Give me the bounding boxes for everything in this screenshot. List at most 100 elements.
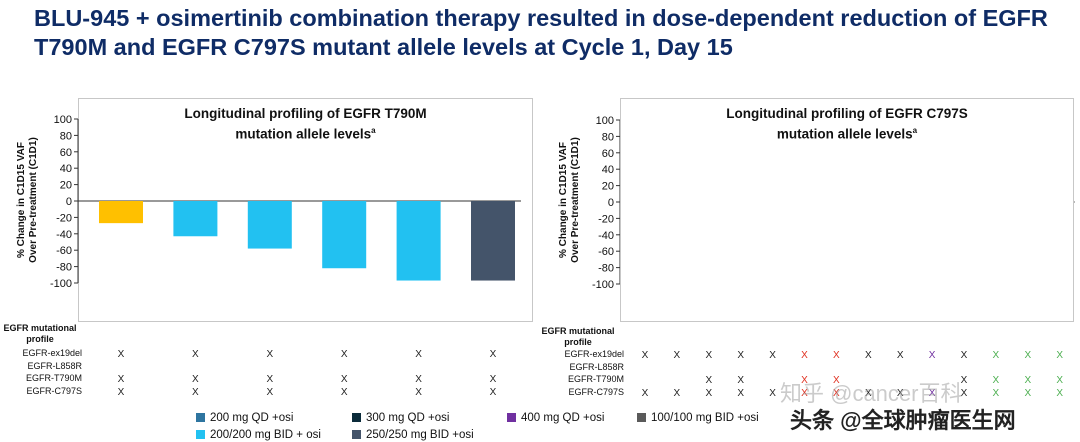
t790m-bar [471,201,515,281]
watermark-toutiao: 头条 @全球肿瘤医生网 [790,408,1016,433]
legend-label: 200/200 mg BID + osi [210,429,321,441]
c797s-y-tick-label: -40 [598,230,614,242]
t790m-profile-row-label: EGFR-ex19del [22,348,82,358]
c797s-profile-mark: X [705,375,713,386]
legend-label: 400 mg QD +osi [521,412,605,424]
t790m-chart-title-sup: a [371,126,376,135]
c797s-profile-mark: X [928,387,936,399]
t790m-bar [99,201,143,224]
legend-swatch [637,413,646,422]
c797s-profile-mark: X [1024,387,1032,399]
c797s-profile-mark: X [705,387,713,399]
t790m-profile-mark: X [192,349,199,360]
legend-item-400-qd: 400 mg QD +osi [507,411,604,425]
t790m-profile-mark: X [266,349,274,360]
t790m-bar [396,201,441,281]
c797s-chart-title: Longitudinal profiling of EGFR C797S mut… [621,105,1073,143]
legend-item-300-qd: 300 mg QD +osi [352,411,449,425]
c797s-profile-mark: X [992,375,1000,386]
legend-item-100-bid: 100/100 mg BID +osi [637,411,759,425]
t790m-profile-row-label: EGFR-T790M [25,373,82,383]
t790m-y-tick-label: -60 [56,245,72,257]
c797s-profile-title-line1: EGFR mutational [541,326,615,336]
c797s-y-tick-label: -60 [598,246,614,258]
c797s-profile-row-label: EGFR-C797S [568,386,624,397]
c797s-y-tick-label: -20 [598,213,614,225]
c797s-profile-mark: X [1056,375,1064,386]
c797s-profile-mark: X [833,387,840,399]
slide-title: BLU-945 + osimertinib combination therap… [34,5,1048,60]
c797s-profile-mark: X [992,387,1000,399]
t790m-y-tick-label: 100 [54,114,72,126]
t790m-y-tick-label: 0 [66,196,72,208]
t790m-profile-mark: X [415,374,422,385]
c797s-profile-mark: X [1056,350,1064,361]
c797s-profile-row-label: EGFR-L858R [569,361,624,372]
t790m-profile-mark: X [117,374,125,385]
c797s-chart-title-line2: mutation allele levels [776,126,913,142]
c797s-y-tick-label: 60 [602,148,614,160]
t790m-profile-mark: X [489,386,497,398]
t790m-profile-mark: X [415,349,422,360]
legend-swatch [196,430,205,439]
c797s-y-tick-label: 40 [602,164,614,176]
c797s-profile-mark: X [737,350,745,361]
c797s-chart-title-line1: Longitudinal profiling of EGFR C797S [726,106,968,121]
c797s-profile-mark: X [737,387,745,399]
c797s-profile-mark: X [1056,387,1064,399]
legend-item-200-bid: 200/200 mg BID + osi [196,428,321,442]
c797s-y-tick-label: 100 [596,115,614,127]
c797s-profile-mark: X [641,387,649,399]
t790m-profile-title-line2: profile [26,334,54,344]
c797s-y-tick-label: 20 [602,181,614,193]
t790m-profile-mark: X [266,374,274,385]
t790m-profile-row-label: EGFR-L858R [27,360,82,371]
legend-label: 250/250 mg BID +osi [366,429,474,441]
t790m-profile-mark: X [489,374,497,385]
t790m-bar [322,201,367,269]
c797s-profile-mark: X [801,375,808,386]
t790m-chart-title-line1: Longitudinal profiling of EGFR T790M [184,106,427,121]
t790m-chart-title: Longitudinal profiling of EGFR T790M mut… [79,105,532,143]
c797s-profile-mark: X [737,375,745,386]
c797s-mutational-profile-title: EGFR mutational profile [532,326,624,348]
legend-item-200-qd: 200 mg QD +osi [196,411,293,425]
legend-item-250-bid: 250/250 mg BID +osi [352,428,474,442]
c797s-profile-mark: X [1024,350,1032,361]
c797s-profile-mark: X [769,387,776,399]
t790m-profile-mark: X [489,349,497,360]
c797s-profile-mark: X [801,387,808,399]
legend-swatch [507,413,516,422]
c797s-profile-mark: X [801,350,808,361]
t790m-y-tick-label: 40 [60,163,72,175]
t790m-profile-mark: X [415,386,422,398]
legend-swatch [352,413,361,422]
c797s-profile-mark: X [992,350,1000,361]
c797s-chart-title-sup: a [912,126,918,135]
c797s-profile-mark: X [1024,375,1032,386]
t790m-profile-mark: X [117,349,125,360]
t790m-y-tick-label: 20 [60,180,72,192]
c797s-profile-mark: X [833,375,840,386]
c797s-profile-mark: X [833,350,840,361]
t790m-profile-mark: X [340,374,348,385]
t790m-mutational-profile-title: EGFR mutational profile [0,323,86,345]
legend-label: 300 mg QD +osi [366,412,450,424]
c797s-profile-mark: X [641,350,649,361]
c797s-profile-mark: X [769,350,776,361]
c797s-profile-mark: X [960,350,968,361]
c797s-profile-mark: X [896,387,904,399]
c797s-y-tick-label: 0 [608,197,614,209]
c797s-profile-title-line2: profile [564,337,592,347]
t790m-y-tick-label: 80 [60,130,72,142]
c797s-profile-row-label: EGFR-T790M [567,374,624,384]
t790m-y-tick-label: -40 [56,229,72,241]
c797s-profile-mark: X [705,350,713,361]
t790m-profile-mark: X [340,386,348,398]
c797s-y-tick-label: -100 [592,279,614,291]
c797s-y-tick-label: 80 [602,131,614,143]
t790m-chart-panel: Longitudinal profiling of EGFR T790M mut… [78,98,533,322]
t790m-mutational-profile: EGFR mutational profile EGFR-ex19del X X X X… [0,323,497,398]
t790m-profile-row-label: EGFR-C797S [26,385,82,396]
